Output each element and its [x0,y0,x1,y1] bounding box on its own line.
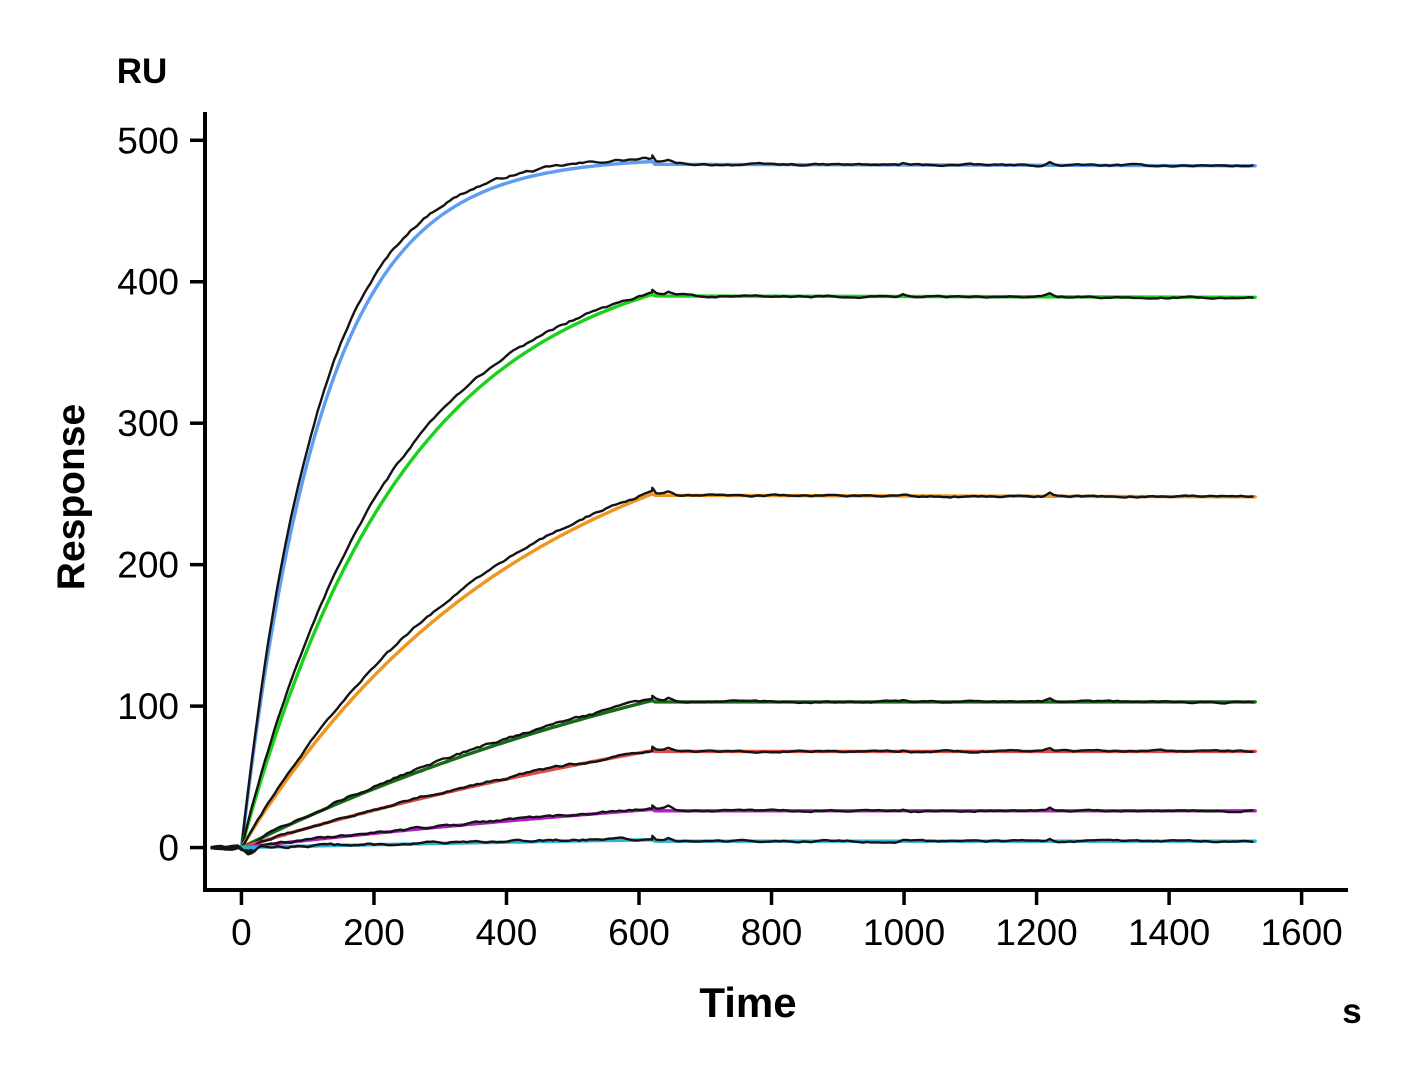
x-axis-title: Time [699,979,797,1026]
fit-curve-conc-4 [239,698,1257,850]
y-tick-label: 100 [117,686,179,727]
x-tick-label: 0 [231,912,252,953]
x-tick-label: 200 [343,912,405,953]
data-curve-conc-1-highest [210,154,1254,851]
data-curve-conc-6 [210,804,1254,854]
data-curve-conc-7-lowest [210,834,1254,856]
y-tick-label: 0 [158,828,179,869]
y-tick-label: 500 [117,120,179,161]
fit-curve-conc-3 [239,492,1257,850]
y-tick-label: 300 [117,403,179,444]
data-curve-conc-3 [210,486,1254,851]
x-axis-unit-label: s [1342,992,1362,1031]
data-curve-conc-2 [210,288,1254,850]
x-tick-label: 1200 [995,912,1077,953]
x-tick-label: 1400 [1128,912,1210,953]
fit-curve-conc-2 [239,292,1257,850]
y-tick-label: 200 [117,545,179,586]
x-tick-label: 1600 [1260,912,1342,953]
y-tick-label: 400 [117,262,179,303]
fit-curve-conc-1-highest [239,159,1257,850]
data-curve-conc-5 [210,745,1254,853]
x-tick-label: 600 [608,912,670,953]
data-curve-conc-4 [210,694,1254,850]
x-tick-label: 800 [741,912,803,953]
x-tick-label: 1000 [863,912,945,953]
y-axis-unit-label: RU [116,52,168,91]
x-tick-label: 400 [476,912,538,953]
